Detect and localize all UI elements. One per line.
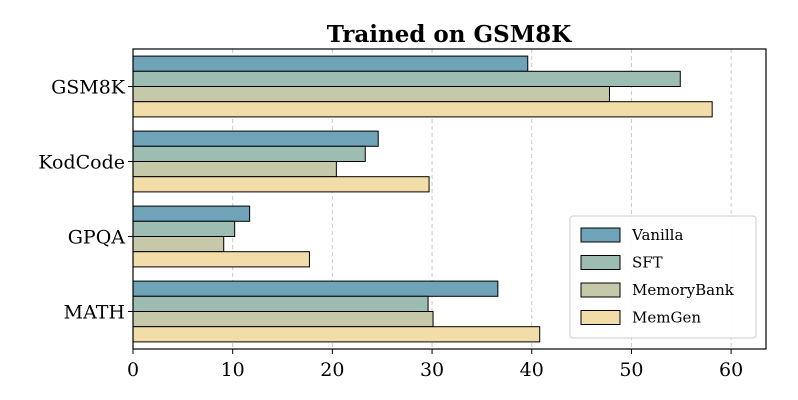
legend-label-vanilla: Vanilla: [631, 226, 683, 244]
bar-gpqa-memorybank: [132, 236, 225, 253]
legend-label-memgen: MemGen: [632, 309, 701, 327]
bar-math-memgen: [132, 326, 541, 343]
category-label-kodcode: KodCode: [38, 152, 125, 174]
bar-kodcode-memgen: [132, 176, 430, 193]
bar-math-sft: [132, 295, 429, 312]
x-tick-label-50: 50: [619, 359, 643, 381]
bar-gpqa-sft: [132, 220, 236, 238]
bar-gpqa-vanilla: [132, 205, 251, 222]
x-tick-label-20: 20: [320, 359, 344, 381]
plot-frame: [132, 48, 767, 350]
chart-title: Trained on GSM8K: [327, 21, 572, 48]
x-tick-label-0: 0: [127, 359, 139, 381]
legend-swatch-vanilla: [580, 227, 621, 243]
legend-label-sft: SFT: [632, 254, 663, 272]
x-axis-ticks: 0 10 20 30 40 50 60: [127, 349, 743, 381]
x-tick-label-40: 40: [520, 359, 544, 381]
bar-gsm8k-memgen: [132, 101, 713, 118]
legend-label-memorybank: MemoryBank: [632, 281, 735, 299]
x-tick-label-60: 60: [719, 359, 743, 381]
legend: Vanilla SFT MemoryBank MemGen: [569, 215, 757, 339]
category-labels: GSM8K KodCode GPQA MATH: [38, 77, 133, 324]
category-label-gpqa: GPQA: [68, 227, 126, 249]
bar-math-memorybank: [132, 311, 434, 328]
bar-kodcode-vanilla: [132, 130, 379, 147]
legend-swatch-sft: [580, 255, 621, 270]
category-label-gsm8k: GSM8K: [51, 77, 126, 99]
legend-box: [569, 215, 757, 339]
bar-gpqa-memgen: [132, 251, 310, 268]
bar-kodcode-memorybank: [132, 161, 337, 178]
bar-kodcode-sft: [132, 145, 366, 163]
legend-swatch-memgen: [580, 310, 621, 325]
bar-gsm8k-memorybank: [132, 86, 610, 103]
bar-math-vanilla: [132, 280, 499, 297]
bars: [132, 55, 713, 343]
bar-gsm8k-vanilla: [132, 55, 529, 72]
category-label-math: MATH: [64, 302, 125, 324]
bar-gsm8k-sft: [132, 70, 681, 88]
x-tick-label-10: 10: [221, 359, 245, 381]
x-tick-label-30: 30: [420, 359, 444, 381]
legend-swatch-memorybank: [580, 282, 621, 298]
